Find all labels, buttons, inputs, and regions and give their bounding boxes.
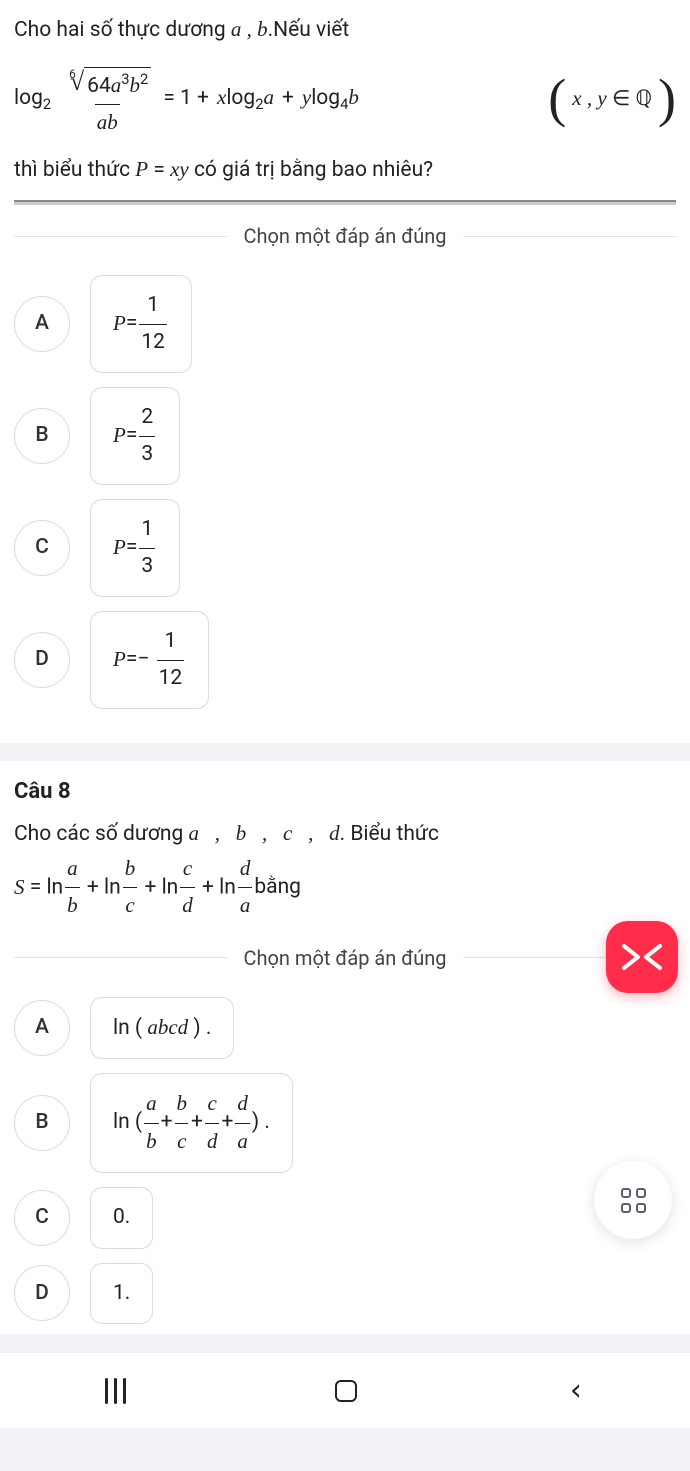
var-P: P [135,157,148,181]
option-letter: C [14,1190,70,1246]
optB-left: ln ( [113,1107,142,1139]
option-letter: A [14,1000,70,1056]
rad-b-exp: 2 [140,70,148,88]
q7-text: .Nếu viết [268,18,350,42]
log-text: log [226,86,255,110]
back-button[interactable]: ‹ [567,1368,585,1413]
option-letter: D [14,1265,70,1321]
q8-option-d[interactable]: D 1. [14,1263,676,1325]
var-b: b [348,85,359,109]
system-nav-bar: ‹ [0,1352,690,1428]
optA-right: ) . [188,1016,211,1040]
cond-Q: ℚ [635,86,652,110]
q8-option-a[interactable]: A ln ( abcd ) . [14,997,676,1060]
var-S: S [14,872,25,904]
q7-text: Cho hai số thực dương [14,18,231,42]
choose-label: Chọn một đáp án đúng [227,943,462,973]
q8-option-c[interactable]: C 0. [14,1187,676,1249]
cond-vars: x , y [572,86,606,110]
eq-mid: = 1 + [163,83,209,115]
q8-abcd: a , b , c , d [189,821,340,845]
q7-line3a: thì biểu thức [14,158,135,182]
option-content: 0. [90,1187,153,1249]
q7-option-a[interactable]: A P = 112 [14,275,676,373]
divider [14,200,676,205]
option-letter: D [14,632,70,688]
optB-right: ) . [252,1107,270,1139]
var-xy: xy [170,157,189,181]
rad-64: 64 [87,74,111,98]
log-text: log [14,86,43,110]
option-letter: C [14,520,70,576]
rad-a-exp: 3 [121,70,129,88]
log-base: 2 [43,95,51,113]
option-content: P = − 112 [90,611,209,709]
option-letter: B [14,1095,70,1151]
recents-button[interactable] [105,1378,126,1404]
option-content: P = 13 [90,499,180,597]
q8-text: . Biểu thức [340,822,439,846]
choose-label-row: Chọn một đáp án đúng [14,943,676,973]
question-8-card: Câu 8 Cho các số dương a , b , c , d. Bi… [0,761,690,1334]
q8-stem: Cho các số dương a , b , c , d. Biểu thứ… [14,818,676,923]
q7-option-c[interactable]: C P = 13 [14,499,676,597]
log-text: log [311,86,340,110]
q7-stem: Cho hai số thực dương a , b.Nếu viết log… [14,14,676,186]
rad-b: b [130,73,141,97]
var-a: a [263,85,274,109]
main-fraction: 6 √ 64a3b2 ab [61,59,153,140]
q8-option-b[interactable]: B ln ( ab + bc + cd + da ) . [14,1073,676,1173]
choose-label: Chọn một đáp án đúng [227,221,462,251]
q7-option-d[interactable]: D P = − 112 [14,611,676,709]
question-7-card: Cho hai số thực dương a , b.Nếu viết log… [0,0,690,743]
cond-in: ∈ [607,86,636,110]
var-x: x [217,85,226,109]
app-logo-button[interactable] [606,921,678,993]
home-button[interactable] [335,1380,357,1402]
q7-vars: a , b [231,17,268,41]
option-content: ln ( abcd ) . [90,997,234,1060]
log2-label: log2 [14,83,51,115]
grid-menu-button[interactable] [594,1161,672,1239]
option-content: 1. [90,1263,153,1325]
q8-title: Câu 8 [14,775,676,808]
var-y: y [302,85,311,109]
option-letter: B [14,408,70,464]
option-letter: A [14,296,70,352]
xlog2a: xlog2a [217,82,274,115]
condition-paren: ( x , y ∈ ℚ ) [548,77,676,120]
q7-line3b: có giá trị bằng bao nhiêu? [189,158,433,182]
q8-text: Cho các số dương [14,822,189,846]
optA-left: ln ( [113,1016,147,1040]
q8-bang: bằng [254,872,301,904]
eq: = [148,158,170,182]
optA-mid: abcd [147,1015,188,1039]
logo-icon [620,942,664,972]
option-content: P = 23 [90,387,180,485]
grid-icon [621,1188,646,1213]
plus: + [282,83,294,115]
q7-option-b[interactable]: B P = 23 [14,387,676,485]
rad-a: a [111,73,122,97]
den-ab: ab [97,110,118,134]
ylog4b: ylog4b [302,82,359,115]
option-content: ln ( ab + bc + cd + da ) . [90,1073,293,1173]
sixth-root: 6 √ 64a3b2 [63,67,151,103]
option-content: P = 112 [90,275,192,373]
choose-label-row: Chọn một đáp án đúng [14,221,676,251]
